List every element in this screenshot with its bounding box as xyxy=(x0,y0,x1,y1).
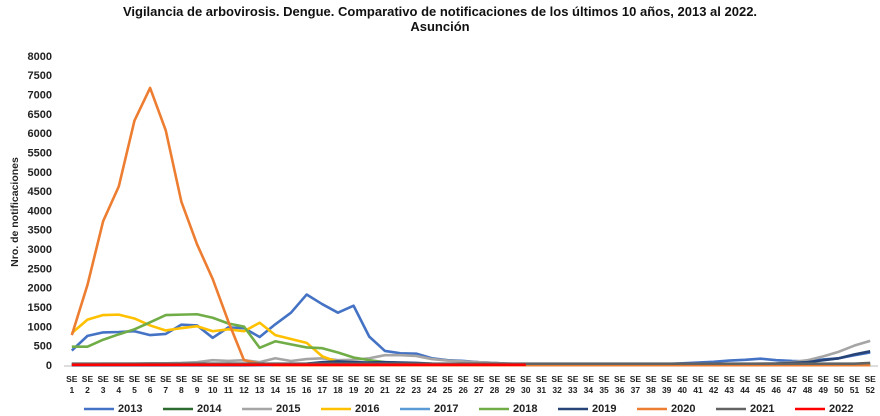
x-tick-label: SE 26 xyxy=(458,374,470,395)
y-tick-label: 1000 xyxy=(28,321,52,333)
x-tick-label: SE 7 xyxy=(160,374,172,395)
x-tick-label: SE 13 xyxy=(254,374,266,395)
x-tick-label: SE 12 xyxy=(238,374,250,395)
x-tick-label: SE 11 xyxy=(223,374,235,395)
y-tick-label: 8000 xyxy=(28,51,52,63)
x-tick-label: SE 23 xyxy=(411,374,423,395)
x-tick-label: SE 10 xyxy=(207,374,219,395)
chart-title-box: Vigilancia de arbovirosis. Dengue. Compa… xyxy=(0,4,880,34)
x-tick-label: SE 29 xyxy=(504,374,516,395)
x-tick-label: SE 19 xyxy=(348,374,360,395)
y-tick-label: 4000 xyxy=(28,205,52,217)
x-tick-label: SE 46 xyxy=(771,374,783,395)
x-tick-label: SE 17 xyxy=(317,374,329,395)
x-tick-label: SE 18 xyxy=(332,374,344,395)
x-tick-label: SE 42 xyxy=(708,374,720,395)
x-tick-label: SE 3 xyxy=(97,374,109,395)
x-tick-label: SE 6 xyxy=(144,374,156,395)
legend-label: 2013 xyxy=(118,403,142,415)
y-tick-label: 2500 xyxy=(28,263,52,275)
x-tick-label: SE 44 xyxy=(739,374,751,395)
x-tick-label: SE 41 xyxy=(692,374,704,395)
x-tick-label: SE 5 xyxy=(129,374,141,395)
x-tick-label: SE 21 xyxy=(379,374,391,395)
x-tick-label: SE 47 xyxy=(786,374,798,395)
y-tick-label: 3000 xyxy=(28,244,52,256)
x-tick-label: SE 40 xyxy=(677,374,689,395)
series-line xyxy=(70,86,871,367)
x-tick-label: SE 27 xyxy=(473,374,485,395)
legend-label: 2021 xyxy=(750,403,774,415)
x-tick-label: SE 38 xyxy=(645,374,657,395)
y-tick-label: 3500 xyxy=(28,225,52,237)
x-tick-label: SE 30 xyxy=(520,374,532,395)
y-tick-label: 500 xyxy=(34,341,52,353)
x-tick-label: SE 16 xyxy=(301,374,313,395)
legend-label: 2014 xyxy=(197,403,222,415)
legend-label: 2017 xyxy=(434,403,458,415)
x-tick-label: SE 22 xyxy=(395,374,407,395)
x-tick-label: SE 15 xyxy=(285,374,297,395)
x-tick-label: SE 24 xyxy=(426,374,438,395)
x-tick-label: SE 49 xyxy=(818,374,830,395)
y-tick-label: 7500 xyxy=(28,70,52,82)
series-line xyxy=(71,339,871,367)
y-tick-label: 1500 xyxy=(28,302,52,314)
x-tick-label: SE 45 xyxy=(755,374,767,395)
legend-label: 2020 xyxy=(671,403,695,415)
y-tick-label: 7000 xyxy=(28,90,52,102)
y-tick-label: 0 xyxy=(46,360,52,372)
legend-label: 2015 xyxy=(276,403,300,415)
x-tick-label: SE 48 xyxy=(802,374,814,395)
x-tick-label: SE 14 xyxy=(270,374,282,395)
x-tick-label: SE 9 xyxy=(191,374,203,395)
x-tick-label: SE 51 xyxy=(849,374,861,395)
x-tick-label: SE 32 xyxy=(551,374,563,395)
y-tick-label: 6500 xyxy=(28,109,52,121)
x-tick-label: SE 25 xyxy=(442,374,454,395)
x-tick-label: SE 43 xyxy=(724,374,736,395)
x-tick-label: SE 8 xyxy=(176,374,188,395)
x-tick-label: SE 4 xyxy=(113,374,125,395)
y-tick-label: 5500 xyxy=(28,147,52,159)
y-tick-label: 4500 xyxy=(28,186,52,198)
legend-label: 2019 xyxy=(592,403,616,415)
x-tick-label: SE 31 xyxy=(536,374,548,395)
x-tick-label: SE 28 xyxy=(489,374,501,395)
x-tick-label: SE 35 xyxy=(598,374,610,395)
series-line xyxy=(70,293,871,367)
series-line xyxy=(71,312,871,367)
x-tick-label: SE 34 xyxy=(583,374,595,395)
y-axis-title: Nro. de notificaciones xyxy=(9,157,21,267)
x-tick-label: SE 2 xyxy=(82,374,94,395)
y-tick-label: 5000 xyxy=(28,167,52,179)
legend-label: 2016 xyxy=(355,403,379,415)
series-line xyxy=(70,313,871,367)
y-tick-label: 6000 xyxy=(28,128,52,140)
x-tick-label: SE 36 xyxy=(614,374,626,395)
x-tick-label: SE 20 xyxy=(364,374,376,395)
x-tick-label: SE 39 xyxy=(661,374,673,395)
x-tick-label: SE 1 xyxy=(66,374,78,395)
legend-label: 2018 xyxy=(513,403,537,415)
chart-title: Vigilancia de arbovirosis. Dengue. Compa… xyxy=(122,4,758,34)
legend-label: 2022 xyxy=(829,403,853,415)
y-tick-label: 2000 xyxy=(28,283,52,295)
x-tick-label: SE 50 xyxy=(833,374,845,395)
x-tick-label: SE 52 xyxy=(865,374,877,395)
x-tick-label: SE 33 xyxy=(567,374,579,395)
x-tick-label: SE 37 xyxy=(630,374,642,395)
